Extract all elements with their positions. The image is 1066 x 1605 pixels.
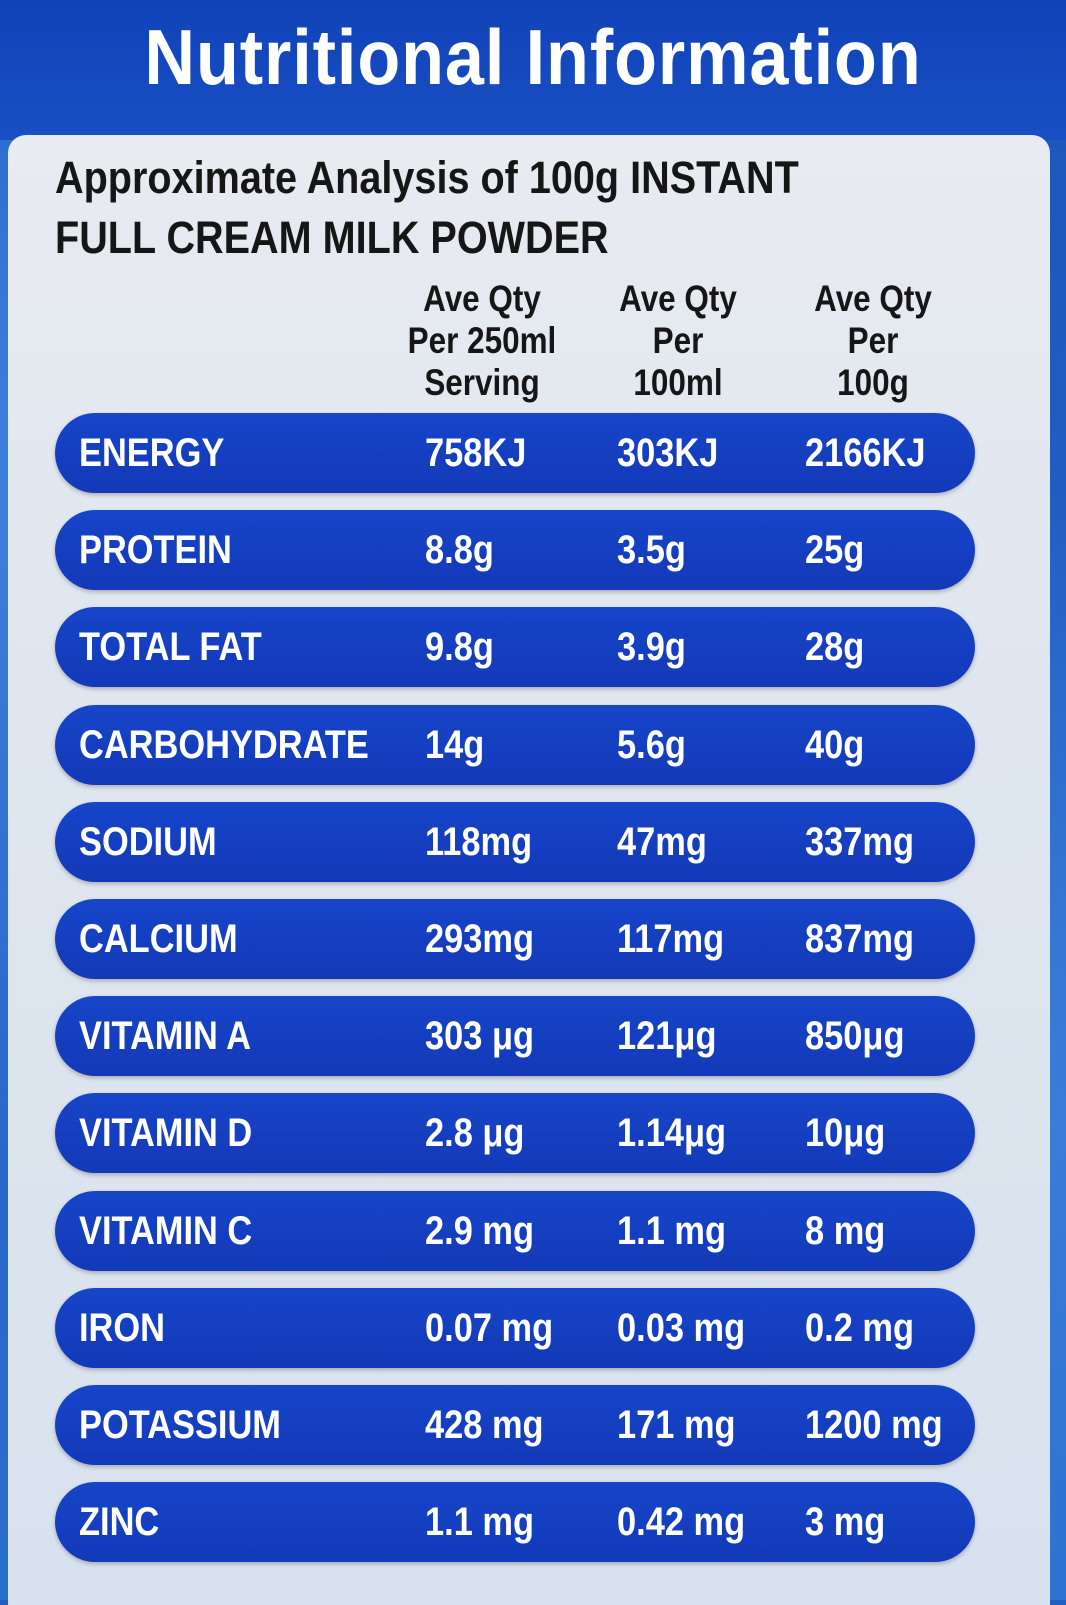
column-header-line: Per 250ml [407,320,557,361]
value-per-100g: 40g [805,723,865,767]
value-per-serving: 293mg [425,917,535,961]
table-row: VITAMIN C 2.9 mg 1.1 mg 8 mg [55,1191,975,1271]
value-per-100g: 3 mg [805,1500,886,1544]
column-header-line: Ave Qty [619,278,737,319]
nutrient-name: CALCIUM [79,917,238,961]
nutrient-name: TOTAL FAT [79,625,262,669]
nutrient-name: SODIUM [79,820,217,864]
nutrient-name: IRON [79,1306,165,1350]
column-header-per-100g: Ave Qty Per 100g [788,278,958,404]
value-per-serving: 303 μg [425,1014,535,1058]
table-row: ENERGY 758KJ 303KJ 2166KJ [55,413,975,493]
value-per-100g: 1200 mg [805,1403,943,1447]
value-per-100ml: 117mg [617,917,725,961]
value-per-serving: 8.8g [425,528,494,572]
nutrient-name: VITAMIN C [79,1209,253,1253]
value-per-serving: 2.9 mg [425,1209,534,1253]
table-row: SODIUM 118mg 47mg 337mg [55,802,975,882]
value-per-100g: 10μg [805,1111,886,1155]
value-per-100ml: 1.1 mg [617,1209,726,1253]
label-subtitle: Approximate Analysis of 100g INSTANT FUL… [55,152,799,263]
nutrient-name: PROTEIN [79,528,232,572]
value-per-serving: 118mg [425,820,533,864]
value-per-serving: 14g [425,723,485,767]
nutrient-name: ZINC [79,1500,160,1544]
value-per-100g: 28g [805,625,865,669]
value-per-100ml: 1.14μg [617,1111,727,1155]
value-per-100ml: 5.6g [617,723,686,767]
nutrient-name: VITAMIN D [79,1111,253,1155]
table-row: POTASSIUM 428 mg 171 mg 1200 mg [55,1385,975,1465]
value-per-serving: 9.8g [425,625,494,669]
nutrient-name: ENERGY [79,431,225,475]
label-title: Nutritional Information [144,13,922,101]
column-header-per-serving: Ave Qty Per 250ml Serving [397,278,567,404]
value-per-serving: 2.8 μg [425,1111,525,1155]
value-per-100g: 850μg [805,1014,905,1058]
value-per-100g: 837mg [805,917,915,961]
value-per-100g: 25g [805,528,865,572]
value-per-100ml: 171 mg [617,1403,736,1447]
table-row: CARBOHYDRATE 14g 5.6g 40g [55,705,975,785]
table-row: VITAMIN D 2.8 μg 1.14μg 10μg [55,1093,975,1173]
value-per-100g: 2166KJ [805,431,926,475]
table-row: TOTAL FAT 9.8g 3.9g 28g [55,607,975,687]
value-per-100ml: 3.5g [617,528,686,572]
value-per-100ml: 121μg [617,1014,717,1058]
value-per-100g: 8 mg [805,1209,886,1253]
value-per-serving: 428 mg [425,1403,544,1447]
column-header-line: Serving [424,362,540,403]
table-row: VITAMIN A 303 μg 121μg 850μg [55,996,975,1076]
value-per-100ml: 0.42 mg [617,1500,746,1544]
nutrient-name: POTASSIUM [79,1403,281,1447]
column-header-line: 100g [837,362,909,403]
value-per-100ml: 47mg [617,820,707,864]
table-row: ZINC 1.1 mg 0.42 mg 3 mg [55,1482,975,1562]
column-header-per-100ml: Ave Qty Per 100ml [593,278,763,404]
nutrient-name: VITAMIN A [79,1014,251,1058]
column-header-line: 100ml [633,362,723,403]
table-row: CALCIUM 293mg 117mg 837mg [55,899,975,979]
value-per-100ml: 3.9g [617,625,686,669]
value-per-100ml: 303KJ [617,431,719,475]
column-header-line: Ave Qty [423,278,541,319]
value-per-100g: 0.2 mg [805,1306,914,1350]
value-per-serving: 758KJ [425,431,527,475]
value-per-100ml: 0.03 mg [617,1306,746,1350]
table-row: PROTEIN 8.8g 3.5g 25g [55,510,975,590]
column-header-line: Ave Qty [814,278,932,319]
nutrient-name: CARBOHYDRATE [79,723,369,767]
value-per-serving: 0.07 mg [425,1306,554,1350]
value-per-serving: 1.1 mg [425,1500,534,1544]
column-header-line: Per [847,320,899,361]
value-per-100g: 337mg [805,820,915,864]
title-band [0,0,1066,140]
table-row: IRON 0.07 mg 0.03 mg 0.2 mg [55,1288,975,1368]
column-header-line: Per [652,320,704,361]
